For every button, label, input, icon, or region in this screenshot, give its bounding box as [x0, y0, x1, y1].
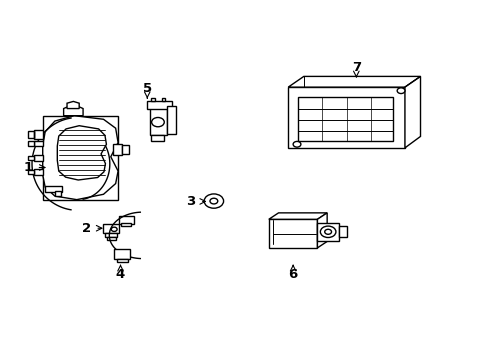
Text: 7: 7	[351, 61, 360, 74]
Circle shape	[324, 229, 331, 234]
Polygon shape	[147, 102, 171, 109]
Bar	[117, 258, 127, 262]
Circle shape	[209, 198, 217, 204]
Polygon shape	[34, 169, 42, 175]
Bar	[105, 233, 117, 237]
Circle shape	[396, 88, 404, 94]
Polygon shape	[34, 130, 42, 139]
Bar	[121, 223, 131, 226]
Text: 1: 1	[23, 161, 33, 174]
Polygon shape	[28, 170, 34, 174]
Bar	[297, 97, 392, 141]
Polygon shape	[268, 213, 326, 219]
Polygon shape	[57, 126, 106, 180]
Text: 4: 4	[116, 268, 125, 281]
Bar	[107, 237, 116, 240]
Polygon shape	[162, 98, 165, 102]
Polygon shape	[63, 104, 83, 116]
Text: 3: 3	[186, 195, 195, 208]
Text: 6: 6	[288, 268, 297, 281]
Polygon shape	[28, 131, 34, 138]
Bar	[103, 224, 119, 233]
Polygon shape	[55, 192, 61, 196]
Bar	[114, 249, 129, 259]
Polygon shape	[287, 76, 420, 87]
Circle shape	[320, 226, 335, 238]
Circle shape	[111, 227, 117, 231]
Polygon shape	[339, 226, 346, 237]
Polygon shape	[34, 141, 42, 147]
Polygon shape	[287, 87, 404, 148]
Polygon shape	[151, 135, 164, 141]
Circle shape	[151, 117, 164, 127]
Polygon shape	[45, 186, 62, 192]
Polygon shape	[404, 76, 420, 148]
Polygon shape	[28, 141, 34, 146]
Polygon shape	[317, 223, 339, 242]
Text: 2: 2	[82, 222, 91, 235]
Circle shape	[292, 141, 300, 147]
Polygon shape	[122, 145, 128, 154]
Polygon shape	[317, 213, 326, 248]
Polygon shape	[34, 155, 42, 161]
Bar	[119, 216, 133, 224]
Circle shape	[203, 194, 223, 208]
Text: 5: 5	[142, 82, 151, 95]
Polygon shape	[67, 102, 79, 109]
Polygon shape	[151, 98, 154, 102]
Polygon shape	[268, 219, 317, 248]
Polygon shape	[113, 144, 122, 155]
Polygon shape	[166, 106, 176, 134]
Polygon shape	[42, 116, 118, 200]
Polygon shape	[149, 106, 166, 135]
Polygon shape	[28, 156, 34, 160]
